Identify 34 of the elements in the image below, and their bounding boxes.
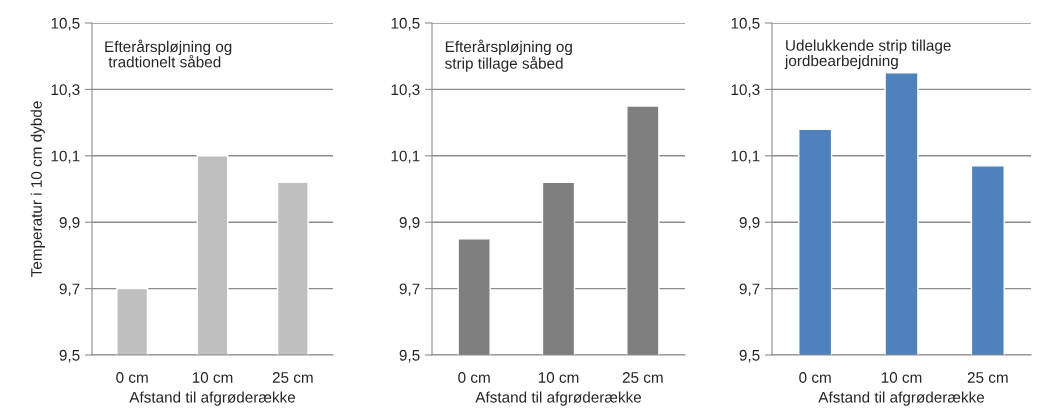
y-tick-label: 9,5: [739, 349, 760, 363]
x-axis-title: Afstand til afgrøderække: [475, 391, 642, 406]
x-axis-title: Afstand til afgrøderække: [129, 391, 296, 406]
text: Udelukkende strip tillage jordbearbejdning: [784, 39, 951, 70]
y-tick-label: 10,3: [51, 84, 80, 97]
y-tick-label: 10,1: [51, 150, 80, 164]
text: Efterårspløjning og tradtionelt såbed: [105, 39, 232, 68]
y-tick-label: 10,5: [51, 17, 80, 31]
x-tick-label: 10 cm: [881, 372, 922, 383]
x-tick-label: 0 cm: [799, 372, 831, 383]
y-axis-title: Temperatur i 10 cm dybde: [30, 101, 45, 277]
x-tick-label: 25 cm: [272, 372, 313, 383]
y-tick-label: 9,7: [399, 283, 420, 297]
text: Efterårspløjning og strip tillage såbed: [445, 39, 572, 72]
y-tick-label: 9,7: [739, 283, 760, 297]
y-tick-label: 10,3: [731, 84, 760, 97]
x-axis-title: Afstand til afgrøderække: [818, 391, 985, 406]
y-tick-label: 9,7: [59, 283, 80, 297]
y-tick-label: 9,9: [739, 217, 760, 230]
x-tick-label: 0 cm: [116, 372, 148, 383]
y-tick-label: 9,5: [59, 349, 80, 363]
x-tick-label: 10 cm: [538, 372, 579, 383]
x-tick-label: 10 cm: [192, 372, 233, 383]
y-tick-label: 9,9: [399, 217, 420, 230]
x-tick-label: 25 cm: [622, 372, 663, 383]
y-tick-label: 10,3: [391, 84, 420, 97]
y-tick-label: 9,9: [59, 217, 80, 230]
y-tick-label: 9,5: [399, 349, 420, 363]
y-tick-label: 10,1: [391, 150, 420, 164]
y-tick-label: 10,5: [391, 17, 420, 31]
x-tick-label: 25 cm: [967, 372, 1008, 383]
x-tick-label: 0 cm: [458, 372, 490, 383]
y-tick-label: 10,1: [731, 150, 760, 164]
y-tick-label: 10,5: [731, 17, 760, 31]
